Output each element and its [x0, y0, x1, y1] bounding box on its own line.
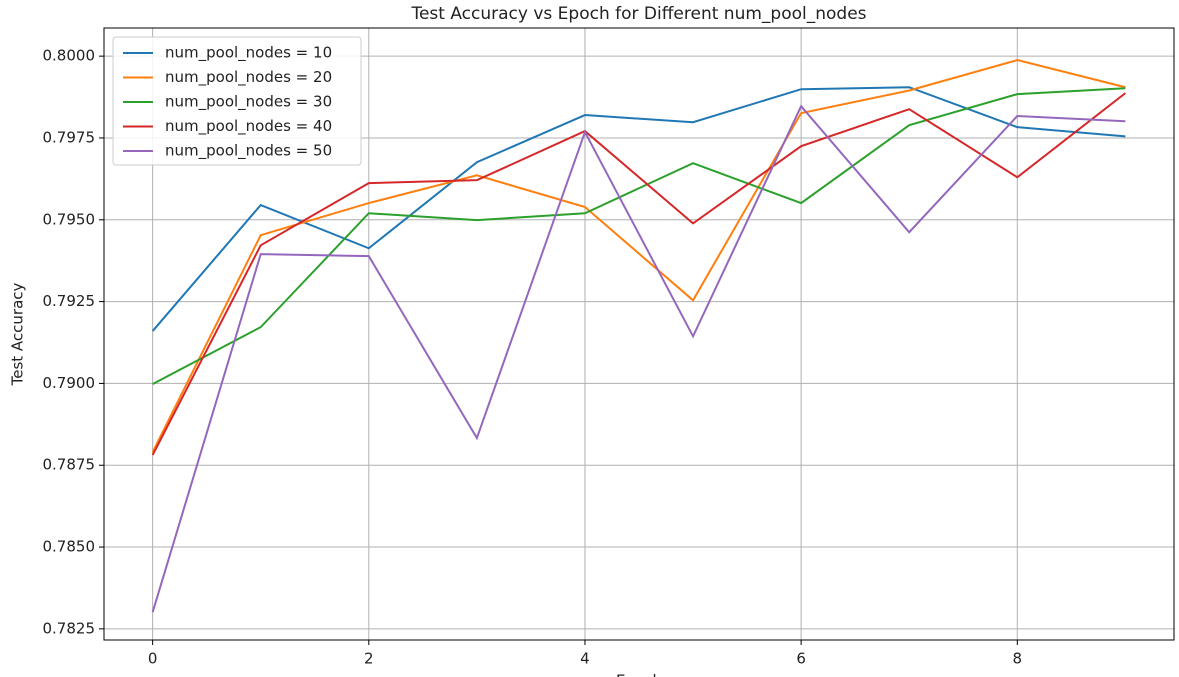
y-tick-label: 0.7950 [43, 210, 96, 228]
y-tick-label: 0.7900 [43, 374, 96, 392]
y-axis-label: Test Accuracy [9, 282, 27, 386]
y-tick-label: 0.7875 [43, 456, 96, 474]
y-tick-label: 0.7825 [43, 619, 96, 637]
legend: num_pool_nodes = 10 num_pool_nodes = 20 nu… [112, 36, 362, 166]
legend-label: num_pool_nodes = 10 [165, 44, 332, 63]
y-tick-label: 0.7850 [43, 538, 96, 556]
series-line [151, 59, 1126, 453]
x-tick-label: 6 [796, 650, 806, 668]
series-line [152, 87, 1126, 385]
y-tick-label: 0.7975 [43, 128, 96, 146]
legend-label: num_pool_nodes = 50 [165, 142, 332, 161]
y-tick-label: 0.7925 [43, 292, 96, 310]
x-tick-label: 8 [1013, 650, 1023, 668]
series-line [151, 86, 1126, 332]
y-tick-label: 0.8000 [43, 47, 96, 65]
legend-label: num_pool_nodes = 30 [165, 93, 332, 112]
legend-label: num_pool_nodes = 40 [165, 117, 332, 136]
x-axis-label: Epoch [616, 672, 662, 677]
x-tick-label: 0 [148, 650, 158, 668]
legend-label: num_pool_nodes = 20 [165, 68, 332, 87]
x-tick-label: 2 [364, 650, 374, 668]
chart-title: Test Accuracy vs Epoch for Different num… [410, 4, 866, 24]
legend-box [112, 36, 362, 166]
plot-frame [103, 27, 1175, 641]
series-line [151, 104, 1126, 613]
x-tick-label: 4 [580, 650, 590, 668]
series-line [151, 92, 1126, 456]
